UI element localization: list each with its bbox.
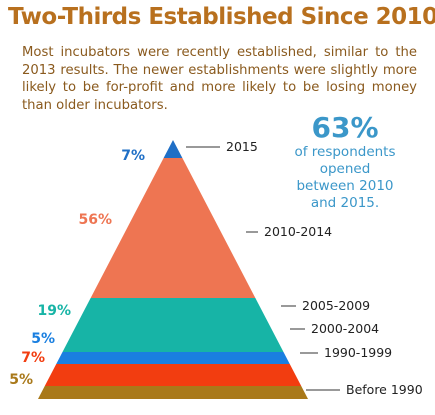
callout-line-4: and 2015. [310, 195, 380, 211]
pyramid-band-before-1990 [38, 386, 308, 399]
pyramid-band-2010-2014 [90, 158, 256, 298]
pyramid-band-2005-2009 [62, 298, 284, 352]
category-label: 1990-1999 [324, 345, 392, 360]
callout-percent: 63% [311, 111, 379, 144]
pyramid-band-2015 [163, 140, 183, 158]
callout-line-2: opened [319, 161, 371, 177]
value-label: 5% [31, 331, 55, 347]
category-label: 2005-2009 [302, 298, 370, 313]
category-label: 2000-2004 [311, 321, 379, 336]
value-label: 7% [121, 148, 145, 164]
value-label: 56% [78, 212, 112, 228]
value-label: 7% [21, 350, 45, 366]
callout-line-1: of respondents [294, 144, 396, 160]
chart-title: Two-Thirds Established Since 2010 [8, 4, 435, 30]
value-label: 5% [9, 372, 33, 388]
pyramid-band-1990-1999 [44, 364, 302, 386]
callout-line-3: between 2010 [296, 178, 394, 194]
pyramid-band-2000-2004 [56, 352, 290, 364]
chart-subtitle: Most incubators were recently establishe… [22, 45, 417, 113]
callout: 63% of respondents opened between 2010 a… [280, 112, 410, 212]
category-label: 2010-2014 [264, 224, 332, 239]
value-label: 19% [37, 303, 71, 319]
category-label: Before 1990 [346, 382, 423, 397]
category-label: 2015 [226, 139, 258, 154]
